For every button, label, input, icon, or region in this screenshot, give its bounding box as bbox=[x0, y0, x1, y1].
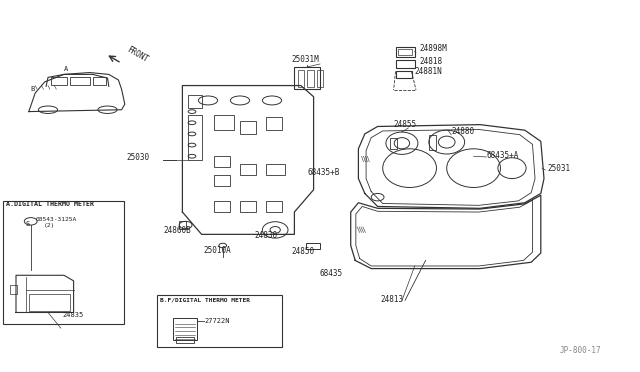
Text: 24813: 24813 bbox=[381, 295, 404, 304]
Bar bbox=[179, 221, 186, 229]
Text: 25030: 25030 bbox=[126, 153, 149, 162]
Bar bbox=[240, 201, 256, 212]
Text: B.F/DIGITAL THERMO METER: B.F/DIGITAL THERMO METER bbox=[160, 297, 250, 302]
Text: (2): (2) bbox=[44, 223, 55, 228]
Bar bbox=[396, 47, 415, 57]
Bar bbox=[390, 138, 397, 149]
Bar bbox=[188, 115, 202, 160]
Text: FRONT: FRONT bbox=[125, 45, 149, 64]
Bar bbox=[317, 70, 323, 87]
Bar bbox=[10, 285, 17, 294]
Text: 25010A: 25010A bbox=[204, 246, 231, 255]
Bar bbox=[396, 60, 415, 68]
Text: 24880: 24880 bbox=[451, 127, 474, 136]
Text: 24818: 24818 bbox=[419, 57, 442, 66]
Text: 24898M: 24898M bbox=[419, 44, 447, 53]
Text: 24830: 24830 bbox=[255, 231, 278, 240]
Bar bbox=[294, 67, 320, 89]
Text: 08543-3125A: 08543-3125A bbox=[35, 217, 76, 222]
Bar bbox=[70, 77, 90, 85]
Bar bbox=[307, 70, 314, 87]
Bar bbox=[176, 337, 194, 343]
Bar bbox=[298, 70, 304, 87]
Bar bbox=[266, 117, 282, 130]
Bar bbox=[214, 175, 230, 186]
Bar bbox=[173, 318, 197, 340]
Text: 25031: 25031 bbox=[547, 164, 570, 173]
Bar bbox=[429, 135, 436, 150]
Text: 27722N: 27722N bbox=[205, 318, 230, 324]
Bar bbox=[266, 164, 285, 175]
Bar bbox=[214, 156, 230, 167]
Text: 24850: 24850 bbox=[291, 247, 314, 256]
Text: 24881N: 24881N bbox=[415, 67, 442, 76]
Text: S: S bbox=[26, 221, 30, 227]
Bar bbox=[214, 115, 234, 130]
Bar bbox=[240, 164, 256, 175]
Bar bbox=[3, 201, 124, 324]
Bar bbox=[240, 121, 256, 134]
Bar bbox=[396, 71, 412, 78]
Bar bbox=[306, 243, 320, 249]
Text: 68435+B: 68435+B bbox=[307, 168, 340, 177]
Text: 68435: 68435 bbox=[320, 269, 343, 278]
Text: 24860B: 24860B bbox=[163, 225, 191, 234]
Bar bbox=[93, 77, 106, 85]
Bar bbox=[214, 201, 230, 212]
Text: 24855: 24855 bbox=[394, 120, 417, 129]
Text: 68435+A: 68435+A bbox=[486, 151, 519, 160]
Bar bbox=[398, 49, 412, 55]
Text: 25031M: 25031M bbox=[291, 55, 319, 64]
Bar bbox=[188, 95, 202, 108]
Bar bbox=[29, 294, 70, 311]
Text: A.DIGITAL THERMO METER: A.DIGITAL THERMO METER bbox=[6, 202, 95, 208]
Text: A: A bbox=[64, 66, 68, 72]
Bar bbox=[51, 77, 67, 85]
Bar bbox=[266, 201, 282, 212]
Text: JP-800-17: JP-800-17 bbox=[560, 346, 602, 355]
Bar bbox=[157, 295, 282, 347]
Text: 24835: 24835 bbox=[63, 312, 84, 318]
Text: B: B bbox=[31, 86, 35, 92]
